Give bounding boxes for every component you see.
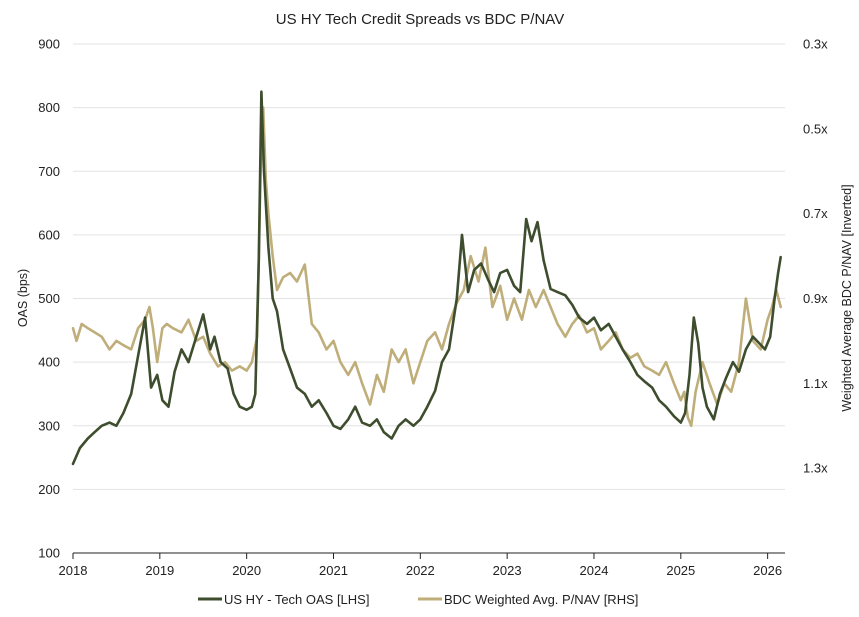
grid-lines [73, 43, 785, 490]
x-tick-label-2022: 2022 [406, 563, 435, 578]
left-tick-label-300: 300 [38, 418, 60, 433]
right-tick-label-0.7x: 0.7x [803, 206, 828, 221]
right-tick-label-0.9x: 0.9x [803, 291, 828, 306]
left-tick-label-900: 900 [38, 37, 60, 52]
x-tick-label-2025: 2025 [666, 563, 695, 578]
x-tick-label-2019: 2019 [145, 563, 174, 578]
series-line-tech-oas [71, 90, 783, 466]
series-layer [71, 90, 783, 466]
x-tick-label-2024: 2024 [580, 563, 609, 578]
right-tick-label-1.3x: 1.3x [803, 461, 828, 476]
left-tick-label-800: 800 [38, 100, 60, 115]
legend-label-bdc: BDC Weighted Avg. P/NAV [RHS] [444, 592, 638, 607]
y-axis-right-label: Weighted Average BDC P/NAV [Inverted] [840, 184, 854, 411]
left-tick-label-700: 700 [38, 164, 60, 179]
left-tick-label-400: 400 [38, 355, 60, 370]
x-tick-label-2026: 2026 [753, 563, 782, 578]
left-tick-label-200: 200 [38, 482, 60, 497]
x-tick-label-2021: 2021 [319, 563, 348, 578]
right-axis-ticks: 0.3x 0.5x 0.7x 0.9x 1.1x 1.3x [803, 37, 828, 476]
chart-title: US HY Tech Credit Spreads vs BDC P/NAV [276, 11, 564, 28]
left-axis-ticks: 100 200 300 400 500 600 700 800 900 [38, 37, 60, 561]
x-tick-label-2023: 2023 [493, 563, 522, 578]
x-tick-label-2018: 2018 [59, 563, 88, 578]
left-tick-label-600: 600 [38, 227, 60, 242]
right-tick-label-0.3x: 0.3x [803, 37, 828, 52]
x-axis-ticks: 2018 2019 2020 2021 2022 2023 2024 2025 2026 [59, 553, 782, 578]
right-tick-label-0.5x: 0.5x [803, 121, 828, 136]
y-axis-left-label: OAS (bps) [16, 269, 30, 327]
right-tick-label-1.1x: 1.1x [803, 376, 828, 391]
legend: US HY - Tech OAS [LHS] BDC Weighted Avg.… [198, 592, 638, 607]
left-tick-label-500: 500 [38, 291, 60, 306]
x-tick-label-2020: 2020 [232, 563, 261, 578]
legend-label-tech-oas: US HY - Tech OAS [LHS] [224, 592, 369, 607]
series-line-bdc [71, 106, 783, 428]
left-tick-label-100: 100 [38, 546, 60, 561]
